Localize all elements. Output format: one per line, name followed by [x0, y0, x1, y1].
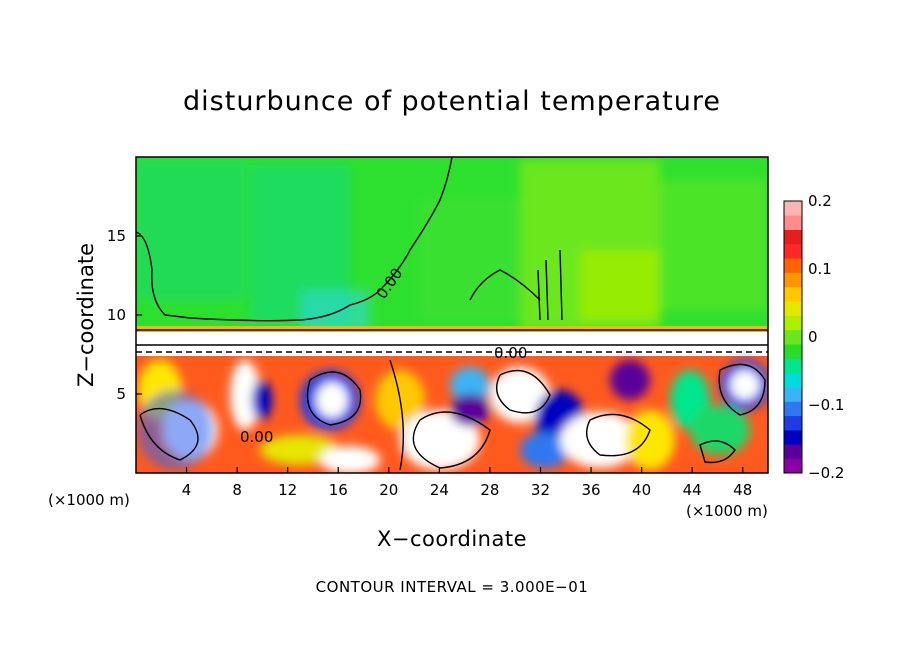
upper-shading — [136, 160, 768, 330]
colorbar-swatch — [784, 243, 802, 259]
colorbar-swatch — [784, 415, 802, 431]
colorbar-swatch — [784, 372, 802, 388]
x-axis-label: X−coordinate — [377, 527, 527, 551]
inversion-band — [136, 326, 768, 332]
colorbar-swatch — [784, 215, 802, 230]
x-tick-label: 44 — [683, 481, 702, 499]
colorbar-swatch — [784, 315, 802, 331]
chart-title: disturbunce of potential temperature — [183, 86, 721, 117]
y-axis-label: Z−coordinate — [74, 243, 98, 387]
y-tick-label: 15 — [107, 227, 126, 245]
x-tick-label: 28 — [480, 481, 499, 499]
colorbar-swatch — [784, 344, 802, 359]
colorbar-frame — [783, 200, 803, 474]
colorbar-tick-label: 0 — [808, 328, 818, 346]
x-unit-left: (×1000 m) — [48, 491, 130, 509]
colorbar-swatch — [784, 329, 802, 345]
contour-interval-note: CONTOUR INTERVAL = 3.000E−01 — [315, 578, 589, 596]
y-axis: 5 10 15 — [107, 227, 142, 403]
colorbar-tick-label: −0.2 — [808, 464, 844, 482]
y-tick-label: 5 — [116, 385, 126, 403]
colorbar-swatch — [784, 258, 802, 273]
y-tick-label: 10 — [107, 306, 126, 324]
contour-label: 0.00 — [494, 344, 527, 362]
x-tick-label: 16 — [329, 481, 348, 499]
colorbar-swatch — [784, 286, 802, 302]
x-unit-right: (×1000 m) — [686, 502, 768, 520]
x-tick-label: 8 — [232, 481, 242, 499]
x-tick-label: 36 — [581, 481, 600, 499]
colorbar-swatch — [784, 358, 802, 374]
x-tick-label: 24 — [430, 481, 449, 499]
colorbar-swatch — [784, 229, 802, 245]
colorbar-swatch — [784, 444, 802, 459]
colorbar-tick-label: 0.2 — [808, 192, 832, 210]
colorbar-tick-label: 0.1 — [808, 260, 832, 278]
x-axis: 4 8 12 16 20 24 28 32 36 40 44 48 — [182, 467, 752, 499]
colorbar-swatch — [784, 387, 802, 402]
x-tick-label: 40 — [632, 481, 651, 499]
colorbar-swatch — [784, 272, 802, 288]
x-tick-label: 4 — [182, 481, 192, 499]
contour-label: 0.00 — [240, 428, 273, 446]
colorbar-tick-label: −0.1 — [808, 396, 844, 414]
x-tick-label: 48 — [733, 481, 752, 499]
x-tick-label: 20 — [379, 481, 398, 499]
colorbar-swatch — [784, 458, 802, 474]
x-tick-label: 32 — [531, 481, 550, 499]
colorbar-swatch — [784, 201, 802, 216]
colorbar-swatch — [784, 401, 802, 417]
colorbar: 0.2 0.1 0 −0.1 −0.2 — [783, 192, 844, 482]
colorbar-swatch — [784, 430, 802, 445]
heatmap-field: 0.00 0.00 0.00 — [136, 157, 768, 473]
contour-lines — [136, 157, 768, 471]
x-tick-label: 12 — [278, 481, 297, 499]
colorbar-swatch — [784, 301, 802, 316]
